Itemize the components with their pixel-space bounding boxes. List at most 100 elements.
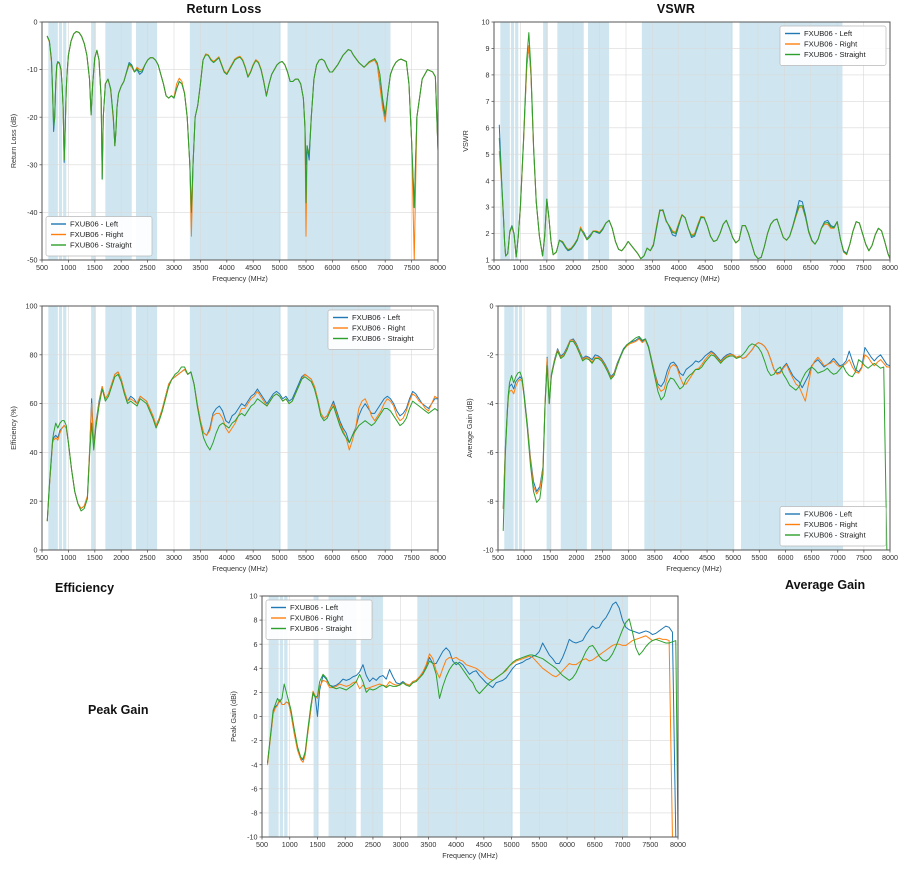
- y-tick-label: -8: [251, 809, 257, 818]
- x-tick-label: 1500: [542, 553, 558, 562]
- x-tick-label: 500: [492, 553, 504, 562]
- x-tick-label: 1500: [87, 553, 103, 562]
- axes-frame: [41, 21, 439, 261]
- legend-box: [327, 309, 435, 350]
- x-tick-label: 5000: [272, 553, 288, 562]
- x-axis-label: Frequency (MHz): [666, 564, 722, 573]
- x-axis-label: Frequency (MHz): [212, 274, 268, 283]
- x-tick-label: 1000: [60, 263, 76, 272]
- x-tick-label: 1500: [309, 840, 325, 849]
- y-tick-label: -8: [487, 497, 493, 506]
- shaded-band: [500, 22, 510, 260]
- x-tick-label: 5500: [298, 553, 314, 562]
- legend-label: FXUB06 - Left: [70, 220, 119, 229]
- legend-box: [779, 25, 887, 66]
- y-tick-label: -30: [27, 160, 37, 169]
- legend-label: FXUB06 - Straight: [352, 334, 415, 343]
- legend-label: FXUB06 - Right: [804, 520, 858, 529]
- y-tick-label: 6: [486, 123, 490, 132]
- shaded-band: [557, 22, 584, 260]
- shaded-band: [560, 306, 587, 550]
- legend-label: FXUB06 - Right: [352, 324, 406, 333]
- shaded-band: [641, 22, 733, 260]
- x-tick-label: 2000: [565, 263, 581, 272]
- data-series-group: [502, 336, 891, 551]
- section-label-efficiency: Efficiency: [55, 581, 115, 595]
- axes-frame: [497, 305, 891, 551]
- x-tick-label: 6000: [324, 553, 340, 562]
- x-tick-label: 500: [488, 263, 500, 272]
- x-tick-label: 5000: [504, 840, 520, 849]
- legend-label: FXUB06 - Left: [352, 313, 401, 322]
- y-tick-label: -6: [487, 448, 493, 457]
- y-tick-label: 0: [34, 546, 38, 555]
- y-tick-label: 6: [254, 640, 258, 649]
- x-axis: 500 1000 1500 2000 2500 3000 3500 4000 4500 5000 5…: [488, 260, 898, 283]
- x-tick-label: 4000: [671, 263, 687, 272]
- shaded-band: [48, 306, 58, 550]
- x-tick-label: 2000: [337, 840, 353, 849]
- x-tick-label: 1500: [87, 263, 103, 272]
- x-tick-label: 5500: [751, 553, 767, 562]
- x-tick-label: 3500: [420, 840, 436, 849]
- y-tick-label: 0: [490, 302, 494, 311]
- y-tick-label: -6: [251, 784, 257, 793]
- legend-label: FXUB06 - Right: [290, 614, 344, 623]
- y-tick-label: 7: [486, 97, 490, 106]
- x-tick-label: 6500: [803, 263, 819, 272]
- x-tick-label: 3000: [166, 553, 182, 562]
- x-tick-label: 500: [36, 263, 48, 272]
- x-tick-label: 4500: [245, 263, 261, 272]
- x-tick-label: 7000: [615, 840, 631, 849]
- x-tick-label: 5500: [298, 263, 314, 272]
- shaded-band: [189, 22, 281, 260]
- shaded-band: [587, 22, 610, 260]
- x-tick-label: 4500: [699, 553, 715, 562]
- data-series-group: [267, 601, 679, 838]
- y-tick-label: -10: [27, 65, 37, 74]
- x-tick-label: 2000: [113, 553, 129, 562]
- chart-title-return-loss: Return Loss: [186, 2, 262, 16]
- x-tick-label: 5000: [272, 263, 288, 272]
- shaded-band: [105, 306, 132, 550]
- y-tick-label: -40: [27, 208, 37, 217]
- x-tick-label: 7500: [404, 263, 420, 272]
- chart-panel-return-loss: Return Loss 500 1000 1500 2000 2500 3000 3500 4…: [0, 0, 448, 290]
- legend-label: FXUB06 - Right: [804, 40, 858, 49]
- x-axis: 500 1000 1500 2000 2500 3000 3500 4000 4500 5000 5…: [36, 550, 446, 573]
- shaded-band: [518, 306, 523, 550]
- x-tick-label: 5500: [750, 263, 766, 272]
- legend-box: [45, 216, 153, 257]
- x-tick-label: 4000: [219, 263, 235, 272]
- y-tick-label: 2: [486, 229, 490, 238]
- chart-panel-efficiency: 500 1000 1500 2000 2500 3000 3500 4000 4500 5000 5…: [0, 296, 448, 586]
- chart-panel-average-gain: 500 1000 1500 2000 2500 3000 3500 4000 4500 5000 5…: [452, 296, 900, 586]
- x-tick-label: 7500: [642, 840, 658, 849]
- shaded-band: [644, 306, 735, 550]
- x-tick-label: 7000: [377, 263, 393, 272]
- x-tick-label: 7500: [404, 553, 420, 562]
- y-axis-label: Average Gain (dB): [465, 398, 474, 457]
- chart-peak-gain: 500 1000 1500 2000 2500 3000 3500 4000 4500 5000 5…: [229, 592, 686, 860]
- y-tick-label: 100: [26, 302, 38, 311]
- y-tick-label: 3: [486, 203, 490, 212]
- x-tick-label: 2500: [592, 263, 608, 272]
- y-axis: -50 -40 -30 -20 -10 0 Return Loss (dB): [9, 18, 42, 265]
- y-tick-label: 20: [30, 497, 38, 506]
- x-tick-label: 2500: [140, 263, 156, 272]
- x-tick-label: 5500: [531, 840, 547, 849]
- y-tick-label: -10: [483, 546, 493, 555]
- x-tick-label: 7000: [829, 263, 845, 272]
- x-tick-label: 3000: [393, 840, 409, 849]
- y-axis: -10 -8 -6 -4 -2 0 Average Gain (dB): [465, 302, 498, 555]
- y-tick-label: 2: [254, 688, 258, 697]
- x-tick-label: 6500: [351, 553, 367, 562]
- x-tick-label: 3500: [647, 553, 663, 562]
- x-tick-label: 7500: [856, 263, 872, 272]
- chart-vswr: 500 1000 1500 2000 2500 3000 3500 4000 4500 5000 5…: [461, 18, 898, 283]
- legend-label: FXUB06 - Straight: [70, 241, 133, 250]
- chart-return-loss: 500 1000 1500 2000 2500 3000 3500 4000 4500 5000 5…: [9, 18, 446, 283]
- x-tick-label: 1000: [512, 263, 528, 272]
